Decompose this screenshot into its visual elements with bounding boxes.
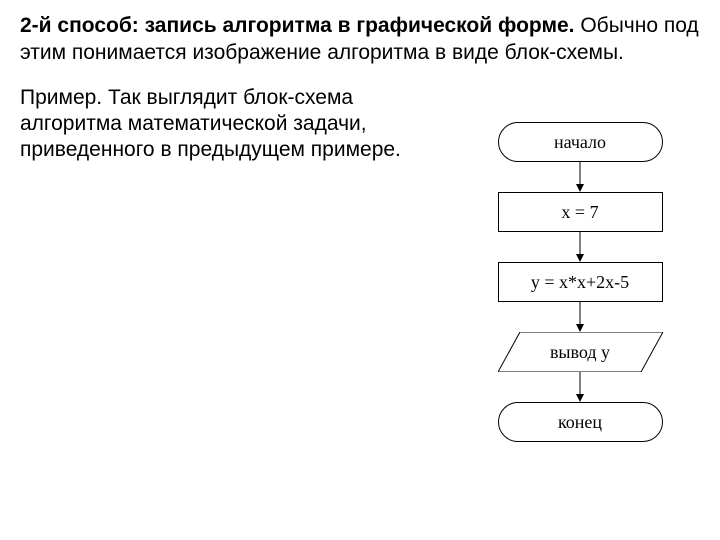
flowchart-edge [580, 302, 581, 332]
heading-bold: 2-й способ: запись алгоритма в графическ… [20, 14, 575, 37]
flowchart-edge [580, 372, 581, 402]
flowchart-node-assign-x: x = 7 [498, 192, 663, 232]
flowchart-edge [580, 162, 581, 192]
flowchart-node-output: вывод y [498, 332, 663, 372]
example-paragraph: Пример. Так выглядит блок-схема алгоритм… [20, 85, 420, 164]
flowchart: начало x = 7 y = x*x+2x-5 вывод y [460, 122, 700, 522]
flowchart-node-assign-x-label: x = 7 [561, 202, 598, 223]
flowchart-node-start-label: начало [554, 132, 606, 153]
flowchart-node-end: конец [498, 402, 663, 442]
flowchart-edge [580, 232, 581, 262]
flowchart-node-compute-y-label: y = x*x+2x-5 [531, 272, 629, 293]
flowchart-node-end-label: конец [558, 412, 602, 433]
flowchart-node-compute-y: y = x*x+2x-5 [498, 262, 663, 302]
flowchart-node-start: начало [498, 122, 663, 162]
flowchart-node-output-label: вывод y [550, 342, 610, 363]
heading: 2-й способ: запись алгоритма в графическ… [20, 12, 700, 67]
